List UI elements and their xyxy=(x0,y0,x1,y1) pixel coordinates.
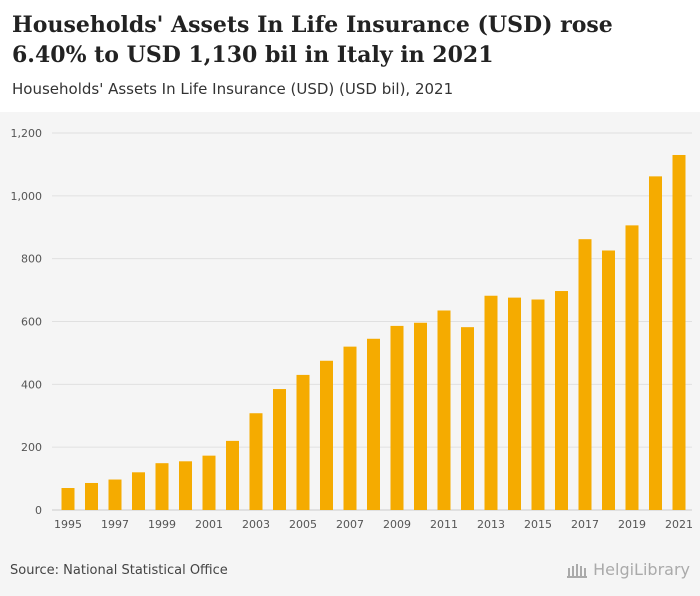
header: Households' Assets In Life Insurance (US… xyxy=(0,0,700,110)
x-tick-label: 2001 xyxy=(195,518,223,531)
bar-2020 xyxy=(649,176,662,511)
bar-1995 xyxy=(61,488,75,510)
bar-2013 xyxy=(484,295,498,510)
bar-2017 xyxy=(578,239,592,510)
y-tick-label: 1,200 xyxy=(11,127,43,140)
bar-1996 xyxy=(85,482,98,510)
x-tick-label: 2005 xyxy=(289,518,317,531)
x-tick-label: 2009 xyxy=(383,518,411,531)
bar-2002 xyxy=(226,440,239,510)
bar-1998 xyxy=(132,472,145,510)
chart-subtitle: Households' Assets In Life Insurance (US… xyxy=(12,80,454,98)
bar-2018 xyxy=(602,250,615,510)
bar-2016 xyxy=(555,291,568,510)
bar-2021 xyxy=(672,154,686,511)
bar-2003 xyxy=(249,413,263,510)
x-tick-label: 2019 xyxy=(618,518,646,531)
bar-2011 xyxy=(437,310,451,510)
bar-2007 xyxy=(343,346,357,510)
bar-2000 xyxy=(179,461,192,510)
x-tick-label: 2021 xyxy=(665,518,693,531)
bar-2010 xyxy=(414,322,427,510)
bar-chart: 0 200 400 600 800 1,000 1,200 1995 1997 1999 2001… xyxy=(11,127,694,531)
bar-2008 xyxy=(367,338,380,510)
library-icon xyxy=(567,563,588,578)
y-tick-label: 1,000 xyxy=(11,190,43,203)
bar-2019 xyxy=(625,225,639,510)
y-tick-label: 0 xyxy=(35,504,42,517)
x-tick-label: 2003 xyxy=(242,518,270,531)
chart-title: Households' Assets In Life Insurance (US… xyxy=(12,12,613,68)
x-tick-label: 2013 xyxy=(477,518,505,531)
x-tick-label: 1997 xyxy=(101,518,129,531)
bar-2014 xyxy=(508,297,521,510)
brand-name: HelgiLibrary xyxy=(593,560,690,579)
bar-2012 xyxy=(461,327,474,510)
y-tick-label: 400 xyxy=(21,378,42,391)
source-note: Source: National Statistical Office xyxy=(10,563,228,578)
bar-2004 xyxy=(273,389,286,510)
y-tick-label: 800 xyxy=(21,253,42,266)
y-tick-label: 600 xyxy=(21,316,42,329)
bar-2006 xyxy=(320,360,333,510)
bar-2005 xyxy=(296,374,310,510)
bar-2001 xyxy=(202,455,216,510)
x-axis-ticks: 1995 1997 1999 2001 2003 2005 2007 2009 2011 2013… xyxy=(54,518,693,531)
bar-1997 xyxy=(108,479,122,510)
x-tick-label: 2017 xyxy=(571,518,599,531)
x-tick-label: 2011 xyxy=(430,518,458,531)
bar-1999 xyxy=(155,463,169,510)
y-axis-ticks: 0 200 400 600 800 1,000 1,200 xyxy=(11,127,43,517)
y-tick-label: 200 xyxy=(21,441,42,454)
brand-logo: HelgiLibrary xyxy=(567,560,690,579)
x-tick-label: 2007 xyxy=(336,518,364,531)
bar-2015 xyxy=(531,299,545,510)
bar-2009 xyxy=(390,325,404,510)
bars xyxy=(61,154,686,511)
x-tick-label: 1999 xyxy=(148,518,176,531)
x-tick-label: 1995 xyxy=(54,518,82,531)
x-tick-label: 2015 xyxy=(524,518,552,531)
